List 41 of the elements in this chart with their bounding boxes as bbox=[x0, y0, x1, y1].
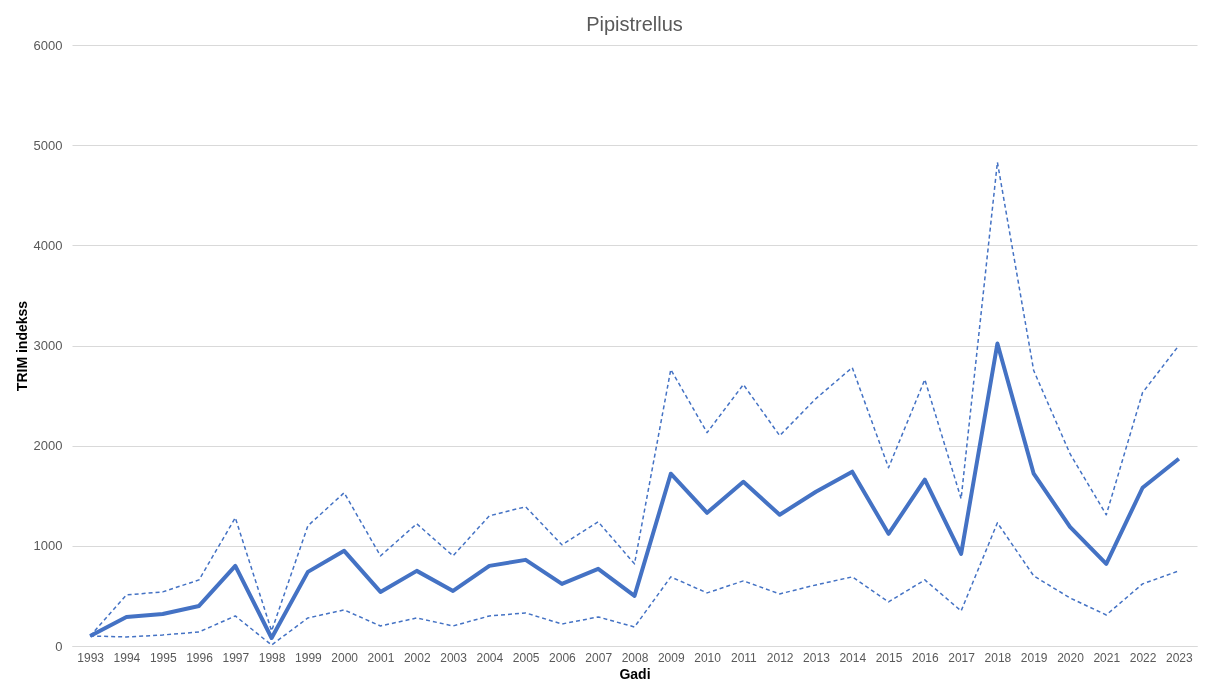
x-tick-label: 2014 bbox=[839, 650, 867, 665]
x-tick-label: 2021 bbox=[1093, 650, 1121, 665]
x-tick-label: 2004 bbox=[476, 650, 504, 665]
x-tick-label: 1996 bbox=[186, 650, 214, 665]
x-tick-label: 2002 bbox=[403, 650, 431, 665]
x-axis-title: Gadi bbox=[619, 665, 651, 682]
x-tick-label: 2015 bbox=[875, 650, 903, 665]
y-axis-title: TRIM indekss bbox=[13, 300, 30, 392]
x-tick-label: 2001 bbox=[367, 650, 395, 665]
x-tick-label: 2007 bbox=[585, 650, 613, 665]
x-tick-label: 2019 bbox=[1020, 650, 1048, 665]
x-tick-label: 1993 bbox=[77, 650, 105, 665]
x-tick-label: 2018 bbox=[984, 650, 1012, 665]
y-tick-label: 6000 bbox=[33, 37, 63, 53]
x-tick-label: 2009 bbox=[657, 650, 685, 665]
y-tick-label: 3000 bbox=[33, 338, 63, 353]
x-tick-label: 2010 bbox=[694, 650, 722, 665]
y-tick-label: 4000 bbox=[33, 237, 63, 253]
x-tick-label: 2008 bbox=[621, 650, 649, 665]
y-tick-label: 2000 bbox=[33, 438, 63, 454]
x-tick-label: 2013 bbox=[803, 650, 831, 665]
y-tick-label: 1000 bbox=[33, 538, 63, 554]
x-tick-label: 2011 bbox=[730, 650, 758, 665]
x-tick-label: 2005 bbox=[512, 650, 540, 665]
x-tick-label: 1994 bbox=[113, 650, 141, 665]
x-tick-label: 1998 bbox=[258, 650, 286, 665]
y-tick-label: 0 bbox=[55, 638, 63, 654]
chart-title: Pipistrellus bbox=[586, 13, 683, 35]
x-tick-label: 2017 bbox=[948, 650, 976, 665]
x-tick-label: 1999 bbox=[295, 650, 323, 665]
x-tick-label: 2023 bbox=[1166, 650, 1194, 665]
x-tick-label: 2016 bbox=[911, 650, 939, 665]
x-tick-label: 1997 bbox=[222, 650, 250, 665]
x-tick-label: 2012 bbox=[766, 650, 794, 665]
x-tick-label: 2006 bbox=[549, 650, 577, 665]
x-tick-label: 2000 bbox=[331, 650, 359, 665]
x-tick-label: 2003 bbox=[440, 650, 468, 665]
y-tick-label: 5000 bbox=[33, 137, 63, 153]
x-tick-label: 2022 bbox=[1129, 650, 1157, 665]
x-tick-label: 1995 bbox=[149, 650, 177, 665]
x-tick-label: 2020 bbox=[1057, 650, 1085, 665]
